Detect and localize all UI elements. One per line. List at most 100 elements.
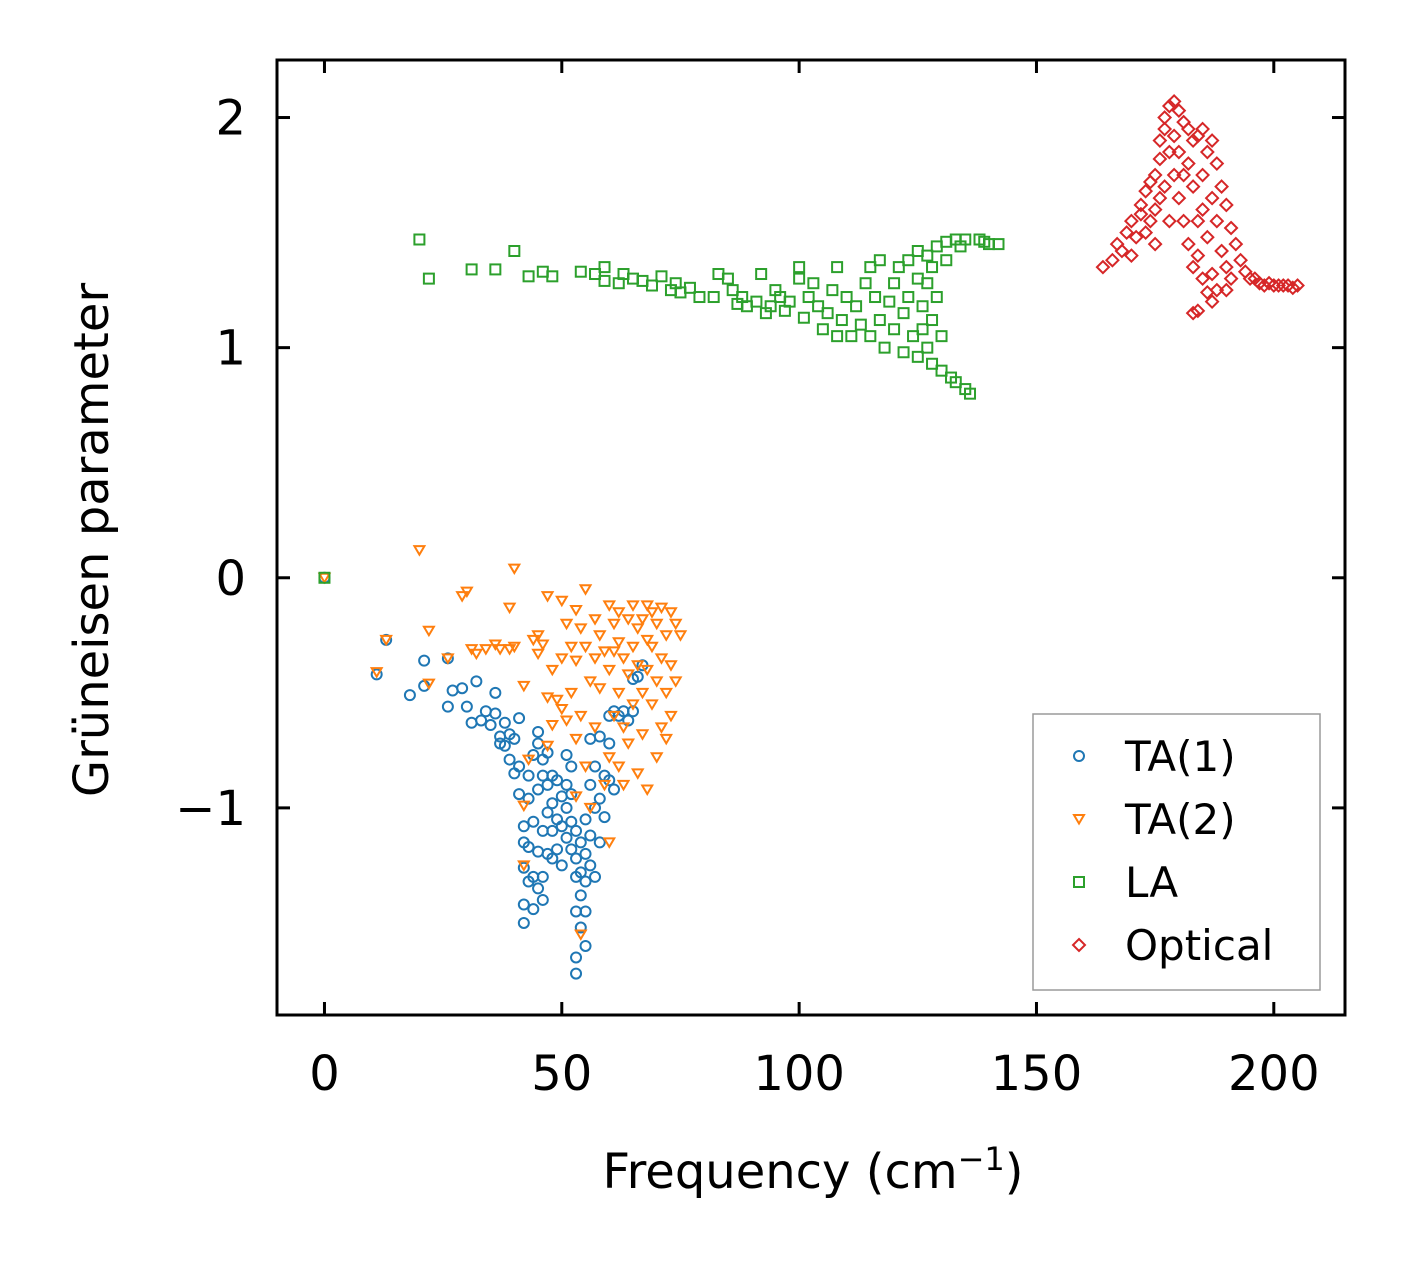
- data-point-la: [864, 330, 877, 343]
- data-point-la: [859, 277, 872, 290]
- legend-label-la: LA: [1125, 858, 1178, 907]
- data-point-la: [959, 233, 972, 246]
- x-axis-title: Frequency (cm−1): [602, 1140, 1023, 1200]
- data-point-ta-2: [626, 699, 640, 711]
- data-point-optical: [1161, 144, 1177, 160]
- data-point-ta-2: [649, 676, 664, 688]
- data-point-optical: [1123, 213, 1139, 229]
- data-point-la: [845, 330, 858, 343]
- data-point-la: [750, 295, 763, 308]
- y-tick-label: 2: [215, 91, 246, 147]
- data-point-optical: [1275, 278, 1291, 293]
- data-point-ta-1: [579, 939, 592, 952]
- data-point-la: [835, 314, 848, 327]
- data-point-optical: [1180, 121, 1196, 137]
- data-point-optical: [1256, 278, 1272, 293]
- data-point-optical: [1104, 252, 1120, 268]
- data-point-ta-1: [574, 866, 587, 879]
- data-point-optical: [1161, 213, 1177, 229]
- data-point-ta-1: [584, 778, 597, 791]
- data-point-ta-2: [654, 653, 669, 665]
- data-point-ta-1: [589, 870, 602, 883]
- data-point-la: [574, 265, 587, 278]
- data-point-optical: [1166, 128, 1182, 144]
- data-point-optical: [1285, 280, 1301, 296]
- data-point-ta-1: [522, 769, 535, 782]
- data-point-optical: [1114, 243, 1130, 259]
- data-point-ta-1: [579, 875, 592, 888]
- data-point-la: [693, 291, 706, 304]
- data-point-ta-2: [630, 768, 645, 780]
- data-point-optical: [1180, 156, 1196, 171]
- data-point-ta-2: [649, 618, 664, 631]
- data-point-optical: [1195, 271, 1211, 287]
- data-point-ta-1: [560, 801, 573, 814]
- data-point-optical: [1142, 213, 1158, 229]
- data-point-la: [926, 314, 939, 327]
- data-point-ta-1: [489, 707, 502, 720]
- data-point-la: [793, 261, 806, 274]
- data-point-ta-2: [635, 729, 650, 741]
- data-point-ta-1: [565, 788, 578, 801]
- legend-marker-optical: [1071, 937, 1087, 953]
- data-point-ta-2: [640, 784, 654, 796]
- data-point-ta-2: [460, 586, 474, 599]
- data-point-optical: [1133, 206, 1149, 222]
- data-point-ta-1: [460, 700, 473, 713]
- data-point-la: [793, 272, 806, 285]
- data-point-ta-1: [513, 788, 526, 801]
- data-point-la: [645, 279, 658, 292]
- data-point-ta-1: [546, 797, 559, 810]
- data-point-ta-2: [635, 614, 650, 626]
- data-point-la: [902, 291, 915, 304]
- data-point-ta-1: [584, 859, 597, 872]
- data-point-ta-1: [631, 670, 644, 683]
- data-point-ta-2: [654, 602, 669, 615]
- data-point-la: [850, 300, 863, 313]
- data-point-la: [422, 272, 435, 285]
- data-point-ta-2: [607, 710, 621, 723]
- data-point-la: [764, 300, 777, 313]
- data-point-optical: [1190, 303, 1206, 319]
- data-point-ta-2: [654, 722, 669, 734]
- data-point-ta-1: [475, 714, 488, 727]
- legend-marker-ta-1: [1073, 750, 1085, 762]
- plot-frame: [275, 58, 1347, 1017]
- data-point-ta-2: [645, 607, 659, 619]
- data-point-optical: [1190, 213, 1206, 229]
- data-point-ta-2: [659, 733, 673, 746]
- data-point-optical: [1218, 259, 1234, 275]
- data-point-optical: [1204, 133, 1220, 148]
- data-point-ta-2: [607, 646, 621, 658]
- data-point-ta-1: [574, 836, 587, 849]
- data-point-la: [883, 295, 896, 308]
- data-point-ta-1: [584, 829, 597, 842]
- data-point-ta-1: [565, 843, 578, 856]
- data-point-optical: [1123, 248, 1139, 264]
- data-point-ta-1: [560, 831, 573, 844]
- data-point-ta-2: [555, 703, 569, 716]
- data-point-ta-2: [574, 710, 588, 723]
- data-point-la: [949, 376, 962, 389]
- data-point-ta-2: [668, 618, 683, 631]
- data-point-la: [992, 238, 1005, 251]
- data-point-optical: [1214, 243, 1230, 259]
- data-point-ta-2: [635, 687, 650, 700]
- data-point-la: [964, 387, 977, 400]
- data-point-ta-2: [564, 641, 579, 654]
- data-point-la: [897, 346, 910, 359]
- data-point-ta-2: [626, 600, 640, 612]
- legend: TA(1) TA(2) LA Optical: [1032, 713, 1321, 991]
- data-point-la: [930, 291, 943, 304]
- y-tick-label: 1: [215, 321, 246, 377]
- data-point-ta-2: [555, 653, 569, 665]
- data-point-ta-2: [507, 563, 522, 576]
- data-point-ta-2: [630, 623, 645, 635]
- data-point-optical: [1152, 151, 1168, 167]
- data-point-ta-1: [565, 760, 578, 773]
- data-point-ta-2: [555, 595, 569, 608]
- data-point-optical: [1157, 110, 1173, 125]
- data-point-la: [878, 341, 891, 354]
- data-point-la: [864, 261, 877, 274]
- data-point-ta-1: [570, 824, 583, 837]
